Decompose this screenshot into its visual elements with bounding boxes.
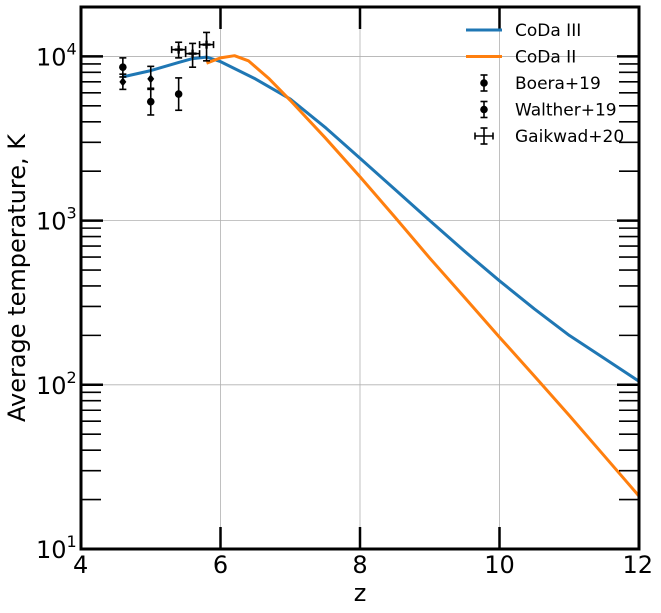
data-point-boera-19 <box>147 74 155 84</box>
series-line-coda-ii <box>205 54 641 498</box>
series-line-coda-iii <box>122 55 640 383</box>
x-axis-label: z <box>354 579 367 607</box>
x-tick-label: 8 <box>352 551 367 579</box>
legend-marker-boera-19 <box>480 79 488 87</box>
y-tick-label: 101 <box>36 532 77 564</box>
y-tick-label: 103 <box>36 204 77 236</box>
data-point-walther-19 <box>119 63 127 71</box>
x-tick-label: 6 <box>213 551 228 579</box>
data-point-walther-19 <box>174 90 183 98</box>
y-axis-label: Average temperature, K <box>3 133 31 422</box>
data-point-walther-19 <box>146 97 155 106</box>
y-tick-label: 102 <box>36 368 77 400</box>
legend-label-walther-19: Walther+19 <box>515 101 617 121</box>
plot-frame <box>79 5 641 551</box>
legend-marker-walther-19 <box>480 105 488 114</box>
legend-label-coda-ii: CoDa II <box>515 48 576 68</box>
legend: CoDa III CoDa II Boera+19 Walther+19 Gaikwad… <box>466 21 624 147</box>
x-tick-label: 4 <box>73 551 88 579</box>
legend-label-coda-iii: CoDa III <box>515 21 581 41</box>
x-tick-label: 10 <box>484 551 515 579</box>
data-point-boera-19 <box>119 77 127 87</box>
legend-label-boera-19: Boera+19 <box>515 74 601 94</box>
x-tick-label: 12 <box>622 551 653 579</box>
tick-labels: 4 6 8 10 12 101 102 103 104 <box>36 39 653 579</box>
legend-label-gaikwad-20: Gaikwad+20 <box>515 127 624 147</box>
series-layer <box>119 31 641 498</box>
y-tick-label: 104 <box>36 39 77 71</box>
